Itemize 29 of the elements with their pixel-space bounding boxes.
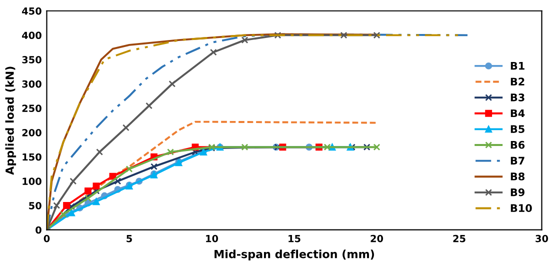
legend-label: B9	[510, 188, 524, 196]
x-tick-label: 30	[536, 234, 548, 242]
legend-label: B8	[510, 172, 524, 180]
x-axis-title: Mid-span deflection (mm)	[214, 250, 374, 260]
y-tick-label: 450	[22, 7, 42, 15]
y-tick-label: 100	[22, 178, 42, 186]
y-axis-title: Applied load (kN)	[5, 66, 16, 175]
x-tick-label: 10	[206, 234, 218, 242]
legend-label: B2	[510, 78, 524, 86]
x-tick-label: 5	[126, 235, 132, 242]
legend-label: B5	[510, 125, 524, 133]
legend-label: B4	[510, 109, 525, 118]
x-tick-label: 0	[44, 234, 50, 242]
legend-label: B7	[510, 156, 524, 164]
legend-label: B6	[510, 140, 525, 149]
y-tick-label: 200	[22, 129, 42, 136]
x-tick-label: 20	[370, 234, 384, 242]
x-tick-label: 15	[288, 235, 300, 242]
y-tick-label: 400	[22, 32, 42, 40]
legend-label: B3	[510, 93, 524, 102]
y-tick-label: 300	[22, 80, 42, 88]
x-tick-label: 25	[453, 234, 466, 242]
y-tick-label: 350	[22, 56, 42, 64]
y-tick-label: 150	[22, 153, 42, 161]
legend-label: B10	[510, 204, 532, 212]
y-tick-label: 50	[29, 202, 42, 210]
y-tick-label: 0	[36, 226, 42, 234]
y-tick-label: 250	[22, 104, 42, 112]
legend-label: B1	[510, 62, 524, 70]
